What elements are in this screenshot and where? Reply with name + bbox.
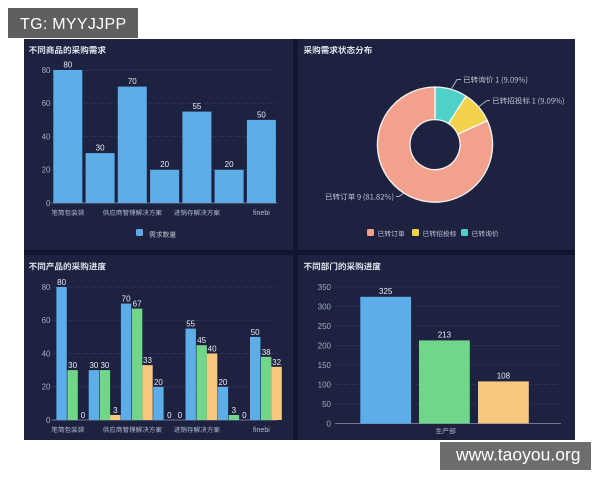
svg-text:20: 20 [218, 378, 227, 387]
svg-text:55: 55 [192, 102, 201, 111]
svg-text:20: 20 [225, 160, 234, 169]
svg-text:38: 38 [262, 348, 271, 357]
svg-text:30: 30 [68, 361, 77, 370]
svg-text:40: 40 [42, 349, 51, 358]
svg-text:3: 3 [113, 406, 118, 415]
svg-text:TG: MYYJJPP: TG: MYYJJPP [20, 16, 126, 33]
svg-text:20: 20 [154, 378, 163, 387]
svg-text:3: 3 [232, 406, 237, 415]
svg-text:20: 20 [42, 166, 51, 175]
svg-text:50: 50 [257, 110, 266, 119]
svg-text:213: 213 [438, 330, 452, 339]
svg-text:40: 40 [42, 132, 51, 141]
svg-text:40: 40 [208, 345, 217, 354]
svg-text:80: 80 [63, 61, 72, 70]
svg-text:325: 325 [379, 287, 393, 296]
svg-text:50: 50 [322, 400, 331, 409]
svg-text:80: 80 [42, 283, 51, 292]
svg-text:30: 30 [100, 361, 109, 370]
svg-text:45: 45 [197, 336, 206, 345]
svg-text:70: 70 [128, 77, 137, 86]
svg-text:0: 0 [81, 411, 86, 420]
svg-text:200: 200 [318, 341, 332, 350]
svg-text:32: 32 [272, 358, 281, 367]
svg-text:250: 250 [318, 322, 332, 331]
svg-text:20: 20 [160, 160, 169, 169]
svg-text:80: 80 [57, 278, 66, 287]
svg-text:30: 30 [89, 361, 98, 370]
svg-text:150: 150 [318, 361, 332, 370]
svg-text:www.taoyou.org: www.taoyou.org [455, 445, 581, 465]
svg-text:0: 0 [46, 199, 51, 208]
svg-text:300: 300 [318, 302, 332, 311]
svg-text:20: 20 [42, 383, 51, 392]
svg-text:60: 60 [42, 99, 51, 108]
svg-text:55: 55 [186, 320, 195, 329]
svg-text:33: 33 [143, 356, 152, 365]
svg-text:70: 70 [122, 295, 131, 304]
svg-text:80: 80 [42, 66, 51, 75]
svg-text:350: 350 [318, 283, 332, 292]
svg-text:0: 0 [46, 416, 51, 425]
svg-text:108: 108 [497, 371, 511, 380]
svg-text:0: 0 [242, 411, 247, 420]
svg-text:finebi: finebi [253, 210, 270, 217]
svg-text:0: 0 [327, 419, 332, 428]
svg-text:100: 100 [318, 380, 332, 389]
svg-text:finebi: finebi [253, 427, 270, 434]
svg-text:60: 60 [42, 316, 51, 325]
svg-text:0: 0 [178, 411, 183, 420]
svg-text:67: 67 [133, 300, 142, 309]
svg-text:0: 0 [167, 411, 172, 420]
svg-text:30: 30 [96, 144, 105, 153]
svg-text:50: 50 [251, 328, 260, 337]
